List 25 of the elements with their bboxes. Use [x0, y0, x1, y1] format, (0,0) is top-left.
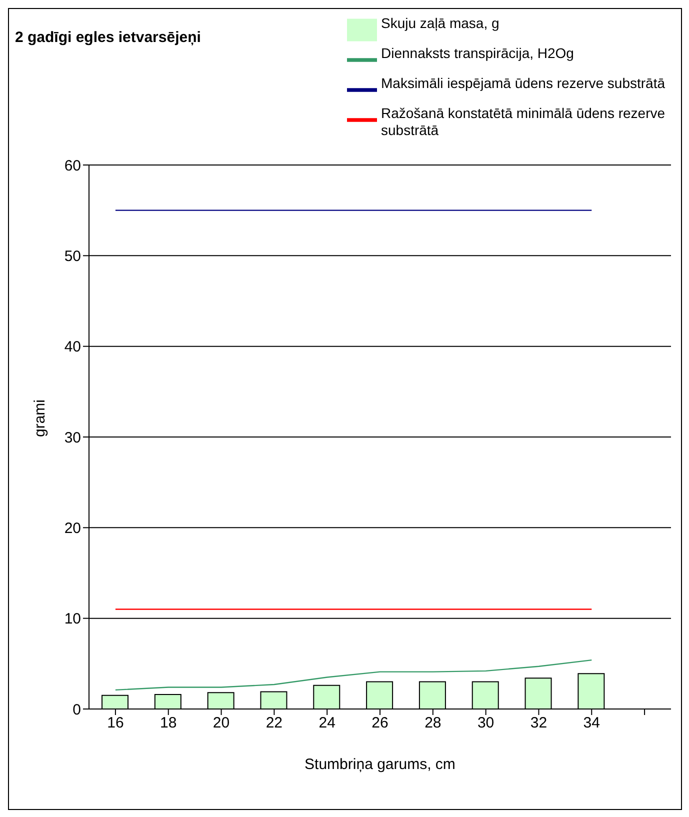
x-tick-label: 26	[372, 714, 388, 732]
y-axis-title: grami	[31, 399, 48, 437]
x-tick-label: 32	[530, 714, 548, 732]
x-tick-label: 24	[318, 714, 336, 732]
x-tick-label: 16	[107, 714, 124, 732]
x-tick-label: 34	[583, 714, 600, 732]
y-tick-label: 10	[64, 610, 81, 628]
x-tick-label: 20	[212, 714, 230, 732]
legend-label: Skuju zaļā masa, g	[381, 15, 500, 32]
x-axis-title: Stumbriņa garums, cm	[304, 756, 456, 773]
y-tick-label: 0	[72, 701, 81, 718]
chart-title: 2 gadīgi egles ietvarsējeņi	[15, 29, 201, 46]
y-tick-label: 50	[64, 248, 81, 265]
x-tick-label: 28	[424, 714, 442, 732]
legend-label: Ražošanā konstatētā minimālā ūdens rezerve substrātā	[381, 105, 666, 139]
legend-label: Diennaksts transpirācija, H2Og	[381, 45, 575, 62]
y-tick-label: 20	[64, 520, 81, 537]
x-tick-label: 18	[160, 714, 177, 732]
line-series	[114, 659, 592, 691]
y-tick-label: 40	[64, 338, 81, 356]
y-tick-label: 30	[64, 429, 81, 446]
legend-label: Maksimāli iespējamā ūdens rezerve substrātā	[381, 75, 666, 92]
x-tick-label: 22	[266, 714, 283, 732]
y-tick-label: 60	[64, 157, 81, 174]
x-tick-label: 30	[477, 714, 494, 732]
